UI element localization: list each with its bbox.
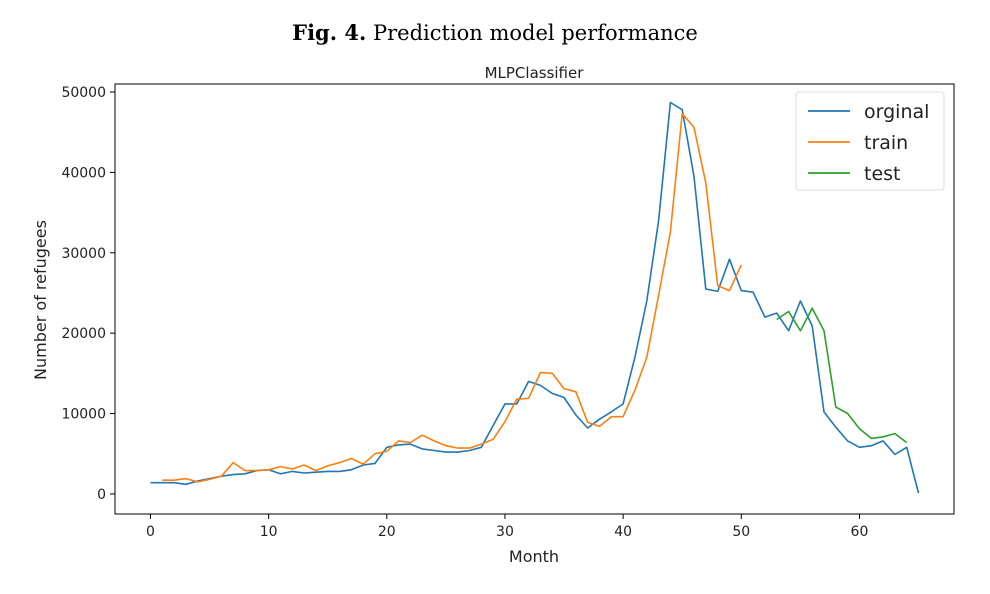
legend-label-train: train xyxy=(864,132,908,154)
legend-frame xyxy=(795,91,945,191)
legend: orginal train test xyxy=(795,91,945,191)
x-tick-label: 10 xyxy=(260,524,278,540)
figure-caption: Fig. 4. Prediction model performance xyxy=(0,20,990,45)
chart-title: MLPClassifier xyxy=(485,64,585,82)
y-tick-label: 40000 xyxy=(61,165,106,181)
x-tick-label: 40 xyxy=(614,524,632,540)
x-axis-label: Month xyxy=(509,547,559,566)
axis-ticks: 0 10 20 30 40 50 60 0 10000 20000 30000 40000 50000 xyxy=(61,85,868,540)
x-tick-label: 0 xyxy=(146,524,155,540)
series-lines xyxy=(150,101,920,494)
y-tick-label: 30000 xyxy=(61,246,106,262)
series-line-train xyxy=(162,112,743,483)
y-axis-label: Number of refugees xyxy=(31,220,50,380)
y-tick-label: 20000 xyxy=(61,326,106,342)
x-tick-label: 60 xyxy=(851,524,869,540)
x-tick-label: 50 xyxy=(732,524,750,540)
series-line-orginal xyxy=(150,101,920,494)
x-tick-label: 30 xyxy=(496,524,514,540)
plot-area-frame xyxy=(114,83,955,515)
figure-label: Fig. 4. xyxy=(292,20,367,45)
figure-caption-text: Prediction model performance xyxy=(372,21,698,45)
series-line-test xyxy=(776,307,908,444)
legend-label-test: test xyxy=(864,163,901,185)
x-tick-label: 20 xyxy=(378,524,396,540)
legend-label-orginal: orginal xyxy=(864,101,929,123)
y-tick-label: 50000 xyxy=(61,85,106,101)
y-tick-label: 0 xyxy=(97,487,106,503)
y-tick-label: 10000 xyxy=(61,407,106,423)
